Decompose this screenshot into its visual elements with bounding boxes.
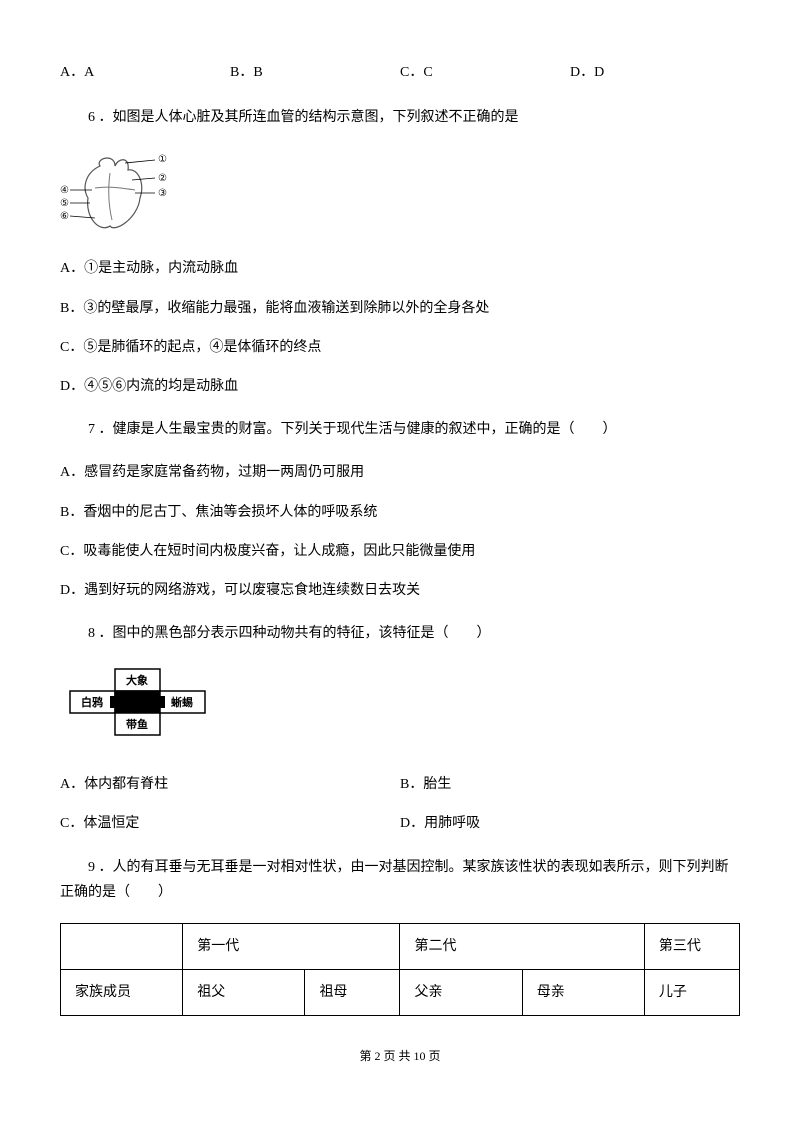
- heart-label-1: ①: [158, 154, 167, 165]
- heart-label-4: ④: [60, 185, 69, 196]
- venn-bottom: 带鱼: [126, 717, 148, 731]
- q5-opt-b: B．B: [230, 60, 400, 85]
- q8-stem: 8 ．图中的黑色部分表示四种动物共有的特征，该特征是（ ）: [60, 621, 740, 646]
- q5-options: A．A B．B C．C D．D: [60, 60, 740, 85]
- venn-diagram: 大象 白鸦 蜥蜴 带鱼: [60, 664, 220, 754]
- venn-top: 大象: [126, 673, 148, 687]
- q8-opt-c: C．体温恒定: [60, 811, 400, 836]
- q6-opt-d: D．④⑤⑥内流的均是动脉血: [60, 374, 740, 399]
- q8-opt-b: B．胎生: [400, 772, 740, 797]
- table-row-1: 家族成员 祖父 祖母 父亲 母亲 儿子: [61, 970, 740, 1016]
- q5-opt-d: D．D: [570, 60, 740, 85]
- cell-h2: 第二代: [400, 924, 644, 970]
- cell-h0: [61, 924, 183, 970]
- q6-stem: 6 ．如图是人体心脏及其所连血管的结构示意图，下列叙述不正确的是: [60, 105, 740, 130]
- cell-r1c5: 儿子: [644, 970, 739, 1016]
- q7-opt-c: C．吸毒能使人在短时间内极度兴奋，让人成瘾，因此只能微量使用: [60, 539, 740, 564]
- cell-h3: 第三代: [644, 924, 739, 970]
- table-row-header: 第一代 第二代 第三代: [61, 924, 740, 970]
- venn-right: 蜥蜴: [171, 695, 193, 709]
- cell-h1: 第一代: [183, 924, 400, 970]
- q7-opt-a: A．感冒药是家庭常备药物，过期一两周仍可服用: [60, 460, 740, 485]
- q8-row1: A．体内都有脊柱 B．胎生: [60, 772, 740, 797]
- q6-opt-a: A．①是主动脉，内流动脉血: [60, 256, 740, 281]
- page-footer: 第 2 页 共 10 页: [60, 1046, 740, 1068]
- cell-r1c0: 家族成员: [61, 970, 183, 1016]
- venn-left: 白鸦: [81, 695, 103, 709]
- heart-diagram: ① ② ③ ④ ⑤ ⑥: [60, 148, 180, 238]
- q6-opt-b: B．③的壁最厚，收缩能力最强，能将血液输送到除肺以外的全身各处: [60, 296, 740, 321]
- q5-opt-a: A．A: [60, 60, 230, 85]
- heart-label-5: ⑤: [60, 198, 69, 209]
- q8-opt-d: D．用肺呼吸: [400, 811, 740, 836]
- cell-r1c1: 祖父: [183, 970, 305, 1016]
- q6-opt-c: C．⑤是肺循环的起点，④是体循环的终点: [60, 335, 740, 360]
- q7-opt-b: B．香烟中的尼古丁、焦油等会损坏人体的呼吸系统: [60, 500, 740, 525]
- cell-r1c3: 父亲: [400, 970, 522, 1016]
- heart-label-6: ⑥: [60, 211, 69, 222]
- q9-table: 第一代 第二代 第三代 家族成员 祖父 祖母 父亲 母亲 儿子: [60, 923, 740, 1016]
- cell-r1c4: 母亲: [522, 970, 644, 1016]
- q8-opt-a: A．体内都有脊柱: [60, 772, 400, 797]
- q7-stem: 7 ．健康是人生最宝贵的财富。下列关于现代生活与健康的叙述中，正确的是（ ）: [60, 417, 740, 442]
- heart-label-3: ③: [158, 188, 167, 199]
- q5-opt-c: C．C: [400, 60, 570, 85]
- cell-r1c2: 祖母: [305, 970, 400, 1016]
- q7-opt-d: D．遇到好玩的网络游戏，可以废寝忘食地连续数日去攻关: [60, 578, 740, 603]
- heart-label-2: ②: [158, 173, 167, 184]
- q8-row2: C．体温恒定 D．用肺呼吸: [60, 811, 740, 836]
- q9-stem: 9 ．人的有耳垂与无耳垂是一对相对性状，由一对基因控制。某家族该性状的表现如表所…: [60, 855, 740, 905]
